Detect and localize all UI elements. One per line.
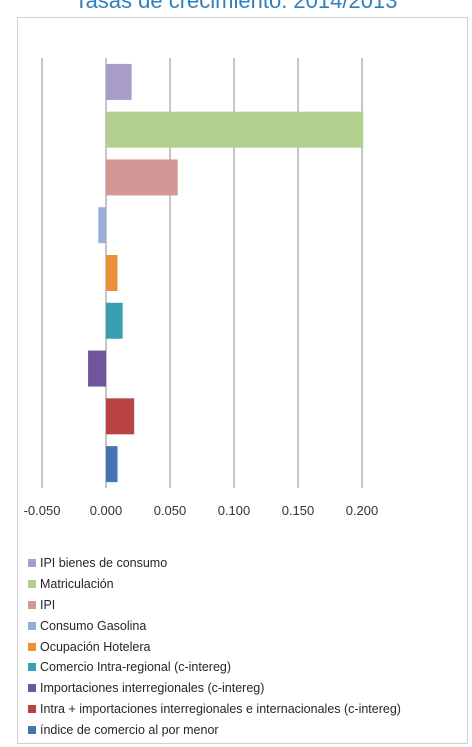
legend-item: Matriculación xyxy=(28,574,401,595)
bar xyxy=(106,63,132,100)
legend-swatch xyxy=(28,725,36,734)
legend-label: Intra + importaciones interregionales e … xyxy=(40,701,401,716)
legend-item: IPI bienes de consumo xyxy=(28,553,401,574)
legend-swatch xyxy=(28,704,36,713)
bar xyxy=(106,302,123,339)
legend-item: Comercio Intra-regional (c-intereg) xyxy=(28,657,401,678)
chart-legend: IPI bienes de consumo Matriculación IPI Con… xyxy=(28,553,401,740)
legend-swatch xyxy=(28,642,36,651)
x-tick-label: 0.000 xyxy=(90,503,123,518)
x-tick-label: -0.050 xyxy=(24,503,61,518)
legend-label: IPI xyxy=(40,597,56,612)
legend-swatch xyxy=(28,663,36,672)
x-tick-label: 0.050 xyxy=(154,503,187,518)
legend-swatch xyxy=(28,600,36,609)
legend-item: Ocupación Hotelera xyxy=(28,636,401,657)
legend-item: IPI xyxy=(28,595,401,616)
legend-label: Ocupación Hotelera xyxy=(40,639,151,654)
legend-swatch xyxy=(28,559,36,568)
bar xyxy=(98,207,106,244)
bar xyxy=(106,111,364,148)
bar xyxy=(106,255,118,291)
bar xyxy=(106,159,178,196)
legend-label: IPI bienes de consumo xyxy=(40,556,168,571)
legend-label: Consumo Gasolina xyxy=(40,618,147,633)
x-tick-label: 0.200 xyxy=(346,503,379,518)
bar xyxy=(106,446,118,483)
bar xyxy=(88,350,106,387)
legend-item: índice de comercio al por menor xyxy=(28,719,401,740)
legend-label: Importaciones interregionales (c-intereg… xyxy=(40,681,265,696)
chart-title: Tasas de crecimiento. 2014/2013 xyxy=(74,0,398,13)
legend-label: índice de comercio al por menor xyxy=(40,722,219,737)
legend-label: Matriculación xyxy=(40,577,114,592)
bar xyxy=(106,398,135,435)
legend-label: Comercio Intra-regional (c-intereg) xyxy=(40,660,232,675)
legend-swatch xyxy=(28,621,36,630)
legend-swatch xyxy=(28,684,36,693)
legend-swatch xyxy=(28,580,36,589)
legend-item: Consumo Gasolina xyxy=(28,615,401,636)
legend-item: Intra + importaciones interregionales e … xyxy=(28,699,401,720)
x-tick-label: 0.150 xyxy=(282,503,315,518)
x-tick-label: 0.100 xyxy=(218,503,251,518)
legend-item: Importaciones interregionales (c-intereg… xyxy=(28,678,401,699)
